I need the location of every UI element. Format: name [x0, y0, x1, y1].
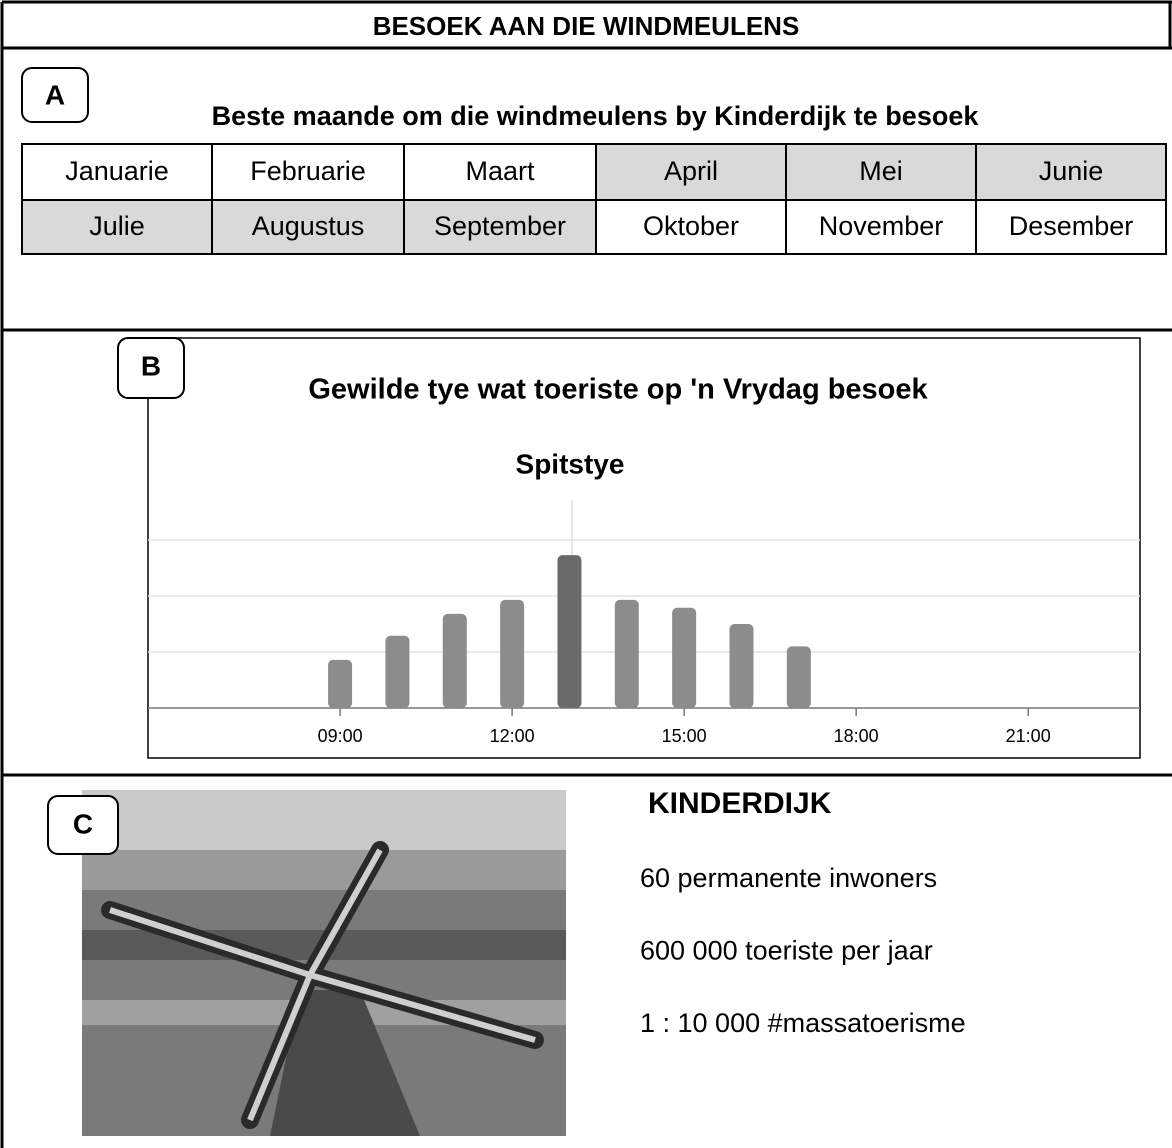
- month-name: Julie: [89, 211, 145, 241]
- month-name: Januarie: [65, 156, 169, 186]
- section-label: B: [141, 350, 161, 381]
- windmill-photo: [82, 790, 566, 1136]
- month-name: April: [664, 156, 718, 186]
- bar: [500, 600, 524, 708]
- month-name: Oktober: [643, 211, 739, 241]
- bar: [385, 636, 409, 708]
- month-name: Junie: [1039, 156, 1104, 186]
- chart-subtitle: Spitstye: [516, 448, 625, 479]
- month-name: Maart: [465, 156, 535, 186]
- bar: [672, 608, 696, 708]
- month-name: November: [819, 211, 944, 241]
- month-name: Augustus: [252, 211, 365, 241]
- bar: [615, 600, 639, 708]
- x-tick-label: 15:00: [662, 726, 707, 746]
- bar: [328, 660, 352, 708]
- section-title: KINDERDIJK: [648, 787, 832, 820]
- facts: 60 permanente inwoners 600 000 toeriste p…: [640, 863, 966, 1038]
- bar: [557, 555, 581, 708]
- month-table: Januarie Februarie Maart April Mei Junie Julie…: [22, 144, 1166, 254]
- bar: [729, 624, 753, 708]
- document: BESOEK AAN DIE WINDMEULENS A Beste maand…: [0, 0, 1172, 1148]
- page: BESOEK AAN DIE WINDMEULENS A Beste maand…: [0, 0, 1172, 1148]
- x-tick-label: 12:00: [490, 726, 535, 746]
- month-name: September: [434, 211, 566, 241]
- fact-line: 1 : 10 000 #massatoerisme: [640, 1008, 966, 1038]
- section-label: A: [45, 79, 65, 110]
- month-name: Mei: [859, 156, 903, 186]
- month-name: Desember: [1009, 211, 1134, 241]
- month-name: Februarie: [250, 156, 366, 186]
- section-label: C: [73, 808, 93, 839]
- x-tick-label: 21:00: [1006, 726, 1051, 746]
- fact-line: 600 000 toeriste per jaar: [640, 936, 933, 966]
- bar: [787, 646, 811, 708]
- x-tick-label: 18:00: [834, 726, 879, 746]
- x-tick-label: 09:00: [318, 726, 363, 746]
- page-title: BESOEK AAN DIE WINDMEULENS: [373, 11, 800, 41]
- fact-line: 60 permanente inwoners: [640, 863, 937, 893]
- chart-title: Gewilde tye wat toeriste op 'n Vrydag be…: [308, 374, 928, 406]
- bar: [443, 614, 467, 708]
- section-title: Beste maande om die windmeulens by Kinde…: [212, 101, 980, 131]
